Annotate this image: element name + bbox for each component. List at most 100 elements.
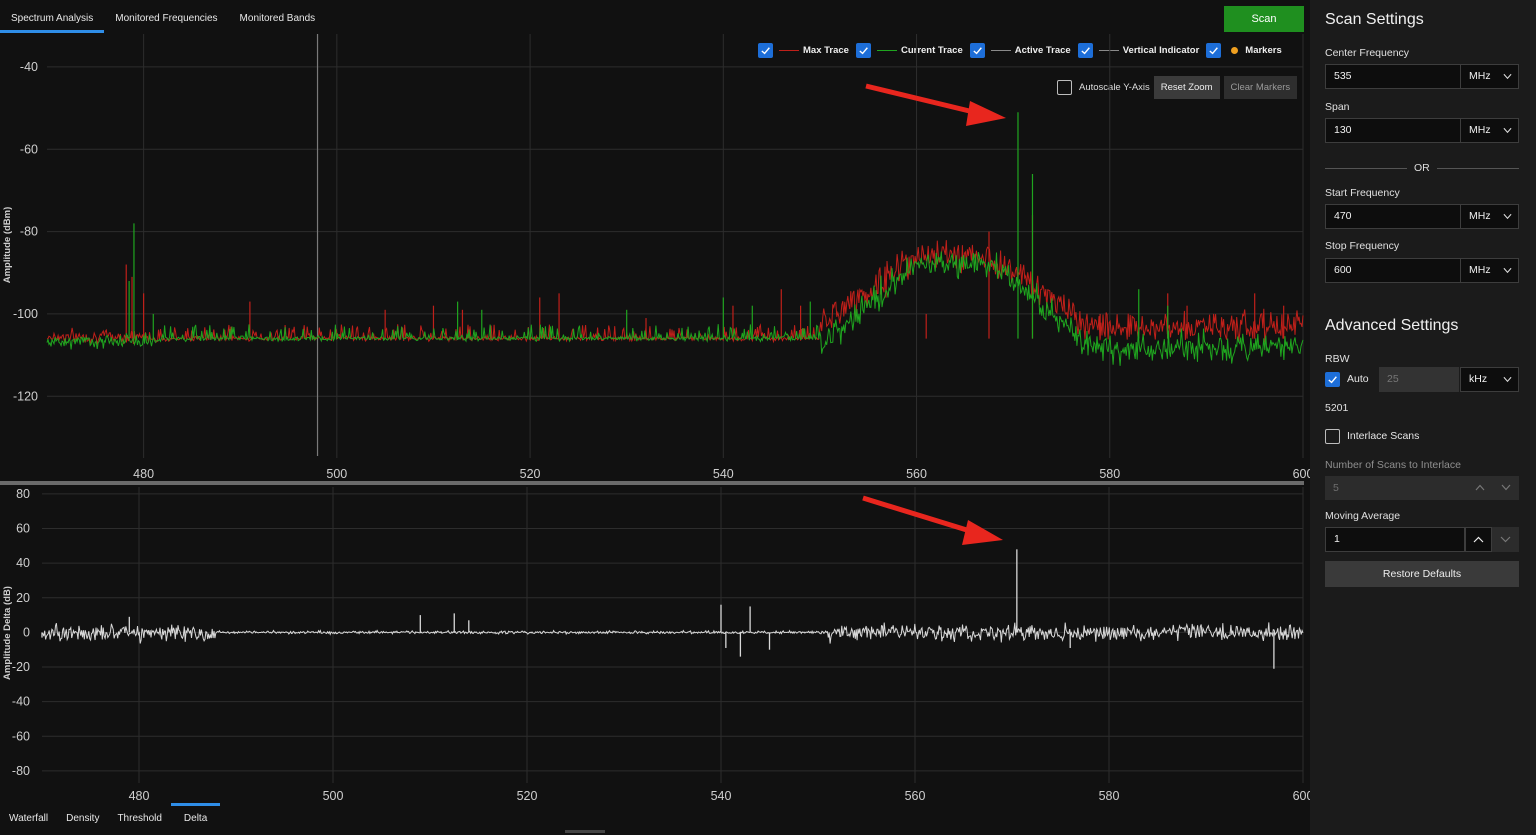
active-trace-checkbox[interactable] — [969, 42, 985, 58]
rbw-unit-select[interactable]: kHz — [1460, 367, 1519, 392]
chevron-down-icon — [1500, 536, 1511, 543]
chevron-down-icon — [1503, 73, 1512, 80]
stop-frequency-label: Stop Frequency — [1325, 240, 1400, 252]
x-tick-label: 540 — [713, 467, 734, 481]
current-trace-checkbox[interactable] — [855, 42, 871, 58]
chevron-up-icon — [1473, 536, 1484, 543]
span-unit-select[interactable]: MHz — [1460, 118, 1519, 143]
markers-checkbox[interactable] — [1206, 42, 1222, 58]
markers-label: Markers — [1245, 44, 1282, 56]
rbw-auto-label: Auto — [1347, 373, 1369, 385]
start-frequency-input[interactable]: 470 — [1325, 204, 1464, 229]
vertical-indicator-swatch — [1098, 49, 1119, 51]
y-tick-label: 80 — [16, 487, 30, 501]
center-frequency-input[interactable]: 535 — [1325, 64, 1464, 89]
y-tick-label: -80 — [12, 764, 30, 778]
y-tick-label: 40 — [16, 556, 30, 570]
x-tick-label: 580 — [1099, 789, 1120, 803]
current-trace-swatch — [876, 49, 897, 51]
unit-value: MHz — [1469, 264, 1491, 276]
chevron-down-icon[interactable] — [1501, 484, 1511, 491]
chevron-down-icon — [1503, 267, 1512, 274]
or-label: OR — [1414, 162, 1430, 174]
tab-delta[interactable]: Delta — [170, 803, 221, 835]
moving-average-increment[interactable] — [1465, 527, 1492, 552]
tab-density[interactable]: Density — [66, 813, 100, 824]
annotation-arrow — [862, 495, 1003, 545]
x-tick-label: 480 — [129, 789, 150, 803]
marker-dot-icon — [1231, 46, 1239, 54]
bottom-tab-bar: Waterfall Density Threshold Delta — [0, 803, 221, 835]
tab-threshold[interactable]: Threshold — [117, 813, 162, 824]
center-frequency-unit-select[interactable]: MHz — [1460, 64, 1519, 89]
x-tick-label: 580 — [1099, 467, 1120, 481]
tab-monitored-frequencies[interactable]: Monitored Frequencies — [115, 13, 218, 24]
rbw-auto-checkbox[interactable] — [1325, 372, 1340, 387]
stop-frequency-unit-select[interactable]: MHz — [1460, 258, 1519, 283]
moving-average-decrement[interactable] — [1492, 527, 1519, 552]
chart-legend: Max Trace Current Trace Active Trace Ver… — [758, 41, 1282, 59]
rbw-label: RBW — [1325, 353, 1350, 365]
autoscale-checkbox[interactable] — [1057, 80, 1072, 95]
divider — [1325, 168, 1407, 169]
x-tick-label: 540 — [711, 789, 732, 803]
y-tick-label: -40 — [12, 695, 30, 709]
autoscale-label: Autoscale Y-Axis — [1079, 82, 1150, 93]
scan-settings-title: Scan Settings — [1325, 11, 1424, 28]
moving-average-input[interactable]: 1 — [1325, 527, 1465, 552]
chevron-down-icon — [1503, 127, 1512, 134]
x-tick-label: 500 — [326, 467, 347, 481]
tab-spectrum-analysis[interactable]: Spectrum Analysis — [0, 0, 105, 33]
advanced-settings-title: Advanced Settings — [1325, 317, 1459, 334]
x-tick-label: 560 — [906, 467, 927, 481]
max-trace-swatch — [779, 49, 799, 51]
active-trace-label: Active Trace — [1014, 44, 1071, 56]
delta-grid: 480 500 520 540 560 580 600 80 60 40 20 0 -20 -40 -60 -… — [12, 487, 1314, 803]
moving-average-label: Moving Average — [1325, 510, 1401, 522]
num-scans-input[interactable]: 5 — [1325, 476, 1519, 500]
x-tick-label: 520 — [520, 467, 541, 481]
unit-value: MHz — [1469, 70, 1491, 82]
y-tick-label: -120 — [13, 389, 38, 403]
y-tick-label: 0 — [23, 625, 30, 639]
trace-line — [46, 251, 1304, 366]
vertical-indicator-checkbox[interactable] — [1077, 42, 1093, 58]
top-tab-bar: Spectrum Analysis Monitored Frequencies … — [0, 0, 1310, 33]
scan-button[interactable]: Scan — [1224, 6, 1304, 32]
interlace-scans-checkbox[interactable] — [1325, 429, 1340, 444]
delta-chart[interactable]: 480 500 520 540 560 580 600 80 60 40 20 0 -20 -40 -60 -… — [0, 485, 1313, 803]
span-input[interactable]: 130 — [1325, 118, 1464, 143]
active-trace-swatch — [990, 49, 1011, 51]
y-tick-label: -100 — [13, 307, 38, 321]
start-frequency-label: Start Frequency — [1325, 187, 1400, 199]
x-tick-label: 560 — [905, 789, 926, 803]
chart-splitter[interactable] — [0, 481, 1304, 485]
chevron-up-icon[interactable] — [1475, 484, 1485, 491]
x-tick-label: 600 — [1293, 467, 1314, 481]
divider — [1437, 168, 1519, 169]
y-tick-label: 60 — [16, 522, 30, 536]
spectrum-y-axis-title: Amplitude (dBm) — [2, 207, 13, 284]
trace-line — [46, 240, 1304, 345]
delta-traces — [41, 549, 1304, 669]
max-trace-checkbox[interactable] — [758, 42, 773, 58]
horizontal-scrollbar[interactable] — [565, 830, 605, 833]
unit-value: MHz — [1469, 210, 1491, 222]
chevron-down-icon — [1503, 376, 1512, 383]
num-scans-label: Number of Scans to Interlace — [1325, 459, 1461, 471]
tab-waterfall[interactable]: Waterfall — [9, 813, 49, 824]
start-frequency-unit-select[interactable]: MHz — [1460, 204, 1519, 229]
spectrum-traces — [46, 34, 1304, 456]
unit-value: MHz — [1469, 124, 1491, 136]
rbw-value-input[interactable]: 25 — [1379, 367, 1459, 392]
tab-monitored-bands[interactable]: Monitored Bands — [239, 13, 316, 24]
reset-zoom-button[interactable]: Reset Zoom — [1153, 76, 1220, 99]
spectrum-chart[interactable]: 480 500 520 540 560 580 600 -40 -60 -80 -100 -120 A… — [0, 0, 1313, 481]
stop-frequency-input[interactable]: 600 — [1325, 258, 1464, 283]
restore-defaults-button[interactable]: Restore Defaults — [1325, 561, 1519, 587]
clear-markers-button[interactable]: Clear Markers — [1223, 76, 1298, 99]
y-tick-label: -80 — [20, 225, 38, 239]
chart-controls: Autoscale Y-Axis Reset Zoom Clear Marker… — [1057, 76, 1298, 99]
annotation-arrow — [865, 83, 1006, 126]
x-tick-label: 500 — [323, 789, 344, 803]
